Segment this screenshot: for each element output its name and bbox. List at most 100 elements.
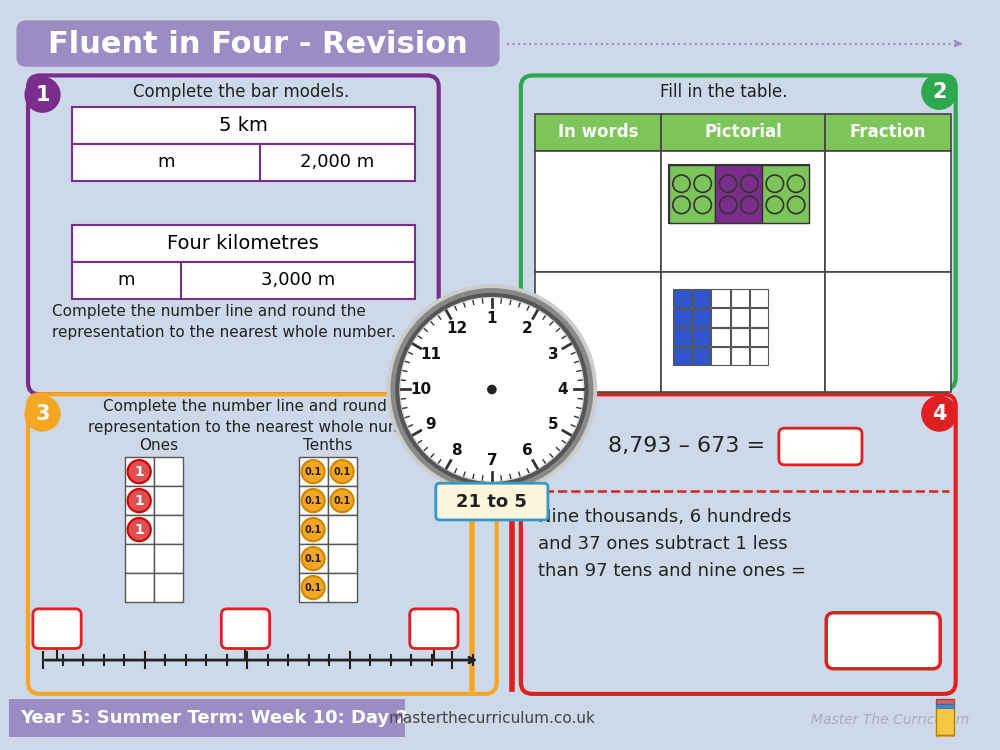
Text: 10: 10 [411,382,432,397]
Polygon shape [825,114,951,151]
Text: 8: 8 [451,443,462,458]
Polygon shape [154,486,183,515]
FancyBboxPatch shape [28,394,497,694]
Text: 0.1: 0.1 [304,466,322,477]
Text: 3,000 m: 3,000 m [261,272,335,290]
Polygon shape [673,347,691,365]
Polygon shape [9,13,975,737]
Polygon shape [715,165,762,224]
Text: 3: 3 [35,404,50,424]
Polygon shape [72,225,415,262]
Text: Year 5: Summer Term: Week 10: Day 2: Year 5: Summer Term: Week 10: Day 2 [20,709,408,727]
FancyBboxPatch shape [436,483,548,520]
Polygon shape [711,328,730,346]
Circle shape [400,298,584,482]
Text: Pictorial: Pictorial [704,124,782,142]
Text: Tenths: Tenths [303,438,352,453]
Circle shape [330,489,354,512]
Polygon shape [154,458,183,486]
Polygon shape [762,165,809,224]
Circle shape [25,77,60,112]
Circle shape [390,288,593,491]
Polygon shape [125,573,154,602]
Circle shape [302,489,325,512]
FancyBboxPatch shape [221,609,270,649]
Polygon shape [673,289,691,308]
Polygon shape [72,144,415,181]
Polygon shape [731,289,749,308]
Polygon shape [669,165,809,224]
Text: Master The Curriculum: Master The Curriculum [811,713,969,727]
Polygon shape [535,114,661,151]
Text: 0.1: 0.1 [333,496,351,506]
Polygon shape [936,704,954,709]
Polygon shape [825,272,951,392]
Polygon shape [328,486,357,515]
Polygon shape [673,328,691,346]
Text: Nine thousands, 6 hundreds: Nine thousands, 6 hundreds [538,508,792,526]
Polygon shape [154,544,183,573]
Text: 1: 1 [134,494,144,508]
FancyBboxPatch shape [521,394,956,694]
FancyBboxPatch shape [521,76,956,389]
Polygon shape [661,114,825,151]
Text: Fluent in Four - Revision: Fluent in Four - Revision [48,30,468,59]
Text: 0.1: 0.1 [304,554,322,563]
Text: Four kilometres: Four kilometres [167,234,319,253]
Polygon shape [328,544,357,573]
Text: 2,000 m: 2,000 m [300,154,375,172]
Polygon shape [125,486,154,515]
Polygon shape [299,458,328,486]
Text: 8,793 – 673 =: 8,793 – 673 = [608,436,765,455]
Text: Fill in the table.: Fill in the table. [660,82,788,100]
Text: 0.1: 0.1 [304,496,322,506]
Polygon shape [936,736,954,745]
Polygon shape [750,308,768,327]
Text: m: m [118,272,135,290]
Text: 21 to 5: 21 to 5 [456,493,527,511]
Text: 1: 1 [487,311,497,326]
Text: 4: 4 [932,404,947,424]
Text: Fraction: Fraction [850,124,926,142]
Circle shape [330,460,354,483]
Text: 9: 9 [425,417,436,432]
Text: 4: 4 [557,382,568,397]
Text: 12: 12 [446,321,467,336]
Polygon shape [711,308,730,327]
FancyBboxPatch shape [779,428,862,465]
FancyBboxPatch shape [410,609,458,649]
Polygon shape [125,544,154,573]
Circle shape [302,547,325,570]
Polygon shape [825,151,951,272]
Text: Complete the bar models.: Complete the bar models. [133,82,349,100]
Text: 0.1: 0.1 [304,524,322,535]
Text: 1: 1 [134,523,144,536]
Circle shape [387,284,597,495]
Polygon shape [669,165,715,224]
Circle shape [922,74,957,110]
FancyBboxPatch shape [826,613,940,669]
Polygon shape [535,272,661,392]
FancyBboxPatch shape [33,609,81,649]
Polygon shape [750,289,768,308]
Polygon shape [692,328,710,346]
Text: 3: 3 [548,346,558,362]
Polygon shape [692,308,710,327]
Polygon shape [750,347,768,365]
Text: 0.1: 0.1 [304,583,322,592]
Polygon shape [661,272,825,392]
Circle shape [25,396,60,431]
Circle shape [922,396,957,431]
Polygon shape [328,573,357,602]
Polygon shape [299,486,328,515]
Polygon shape [299,544,328,573]
Text: masterthecurriculum.co.uk: masterthecurriculum.co.uk [388,710,595,725]
Text: Ones: Ones [139,438,178,453]
Polygon shape [299,573,328,602]
FancyBboxPatch shape [16,20,500,67]
Polygon shape [936,699,954,703]
Polygon shape [731,328,749,346]
Polygon shape [661,151,825,272]
Polygon shape [72,262,415,299]
Text: In words: In words [558,124,638,142]
